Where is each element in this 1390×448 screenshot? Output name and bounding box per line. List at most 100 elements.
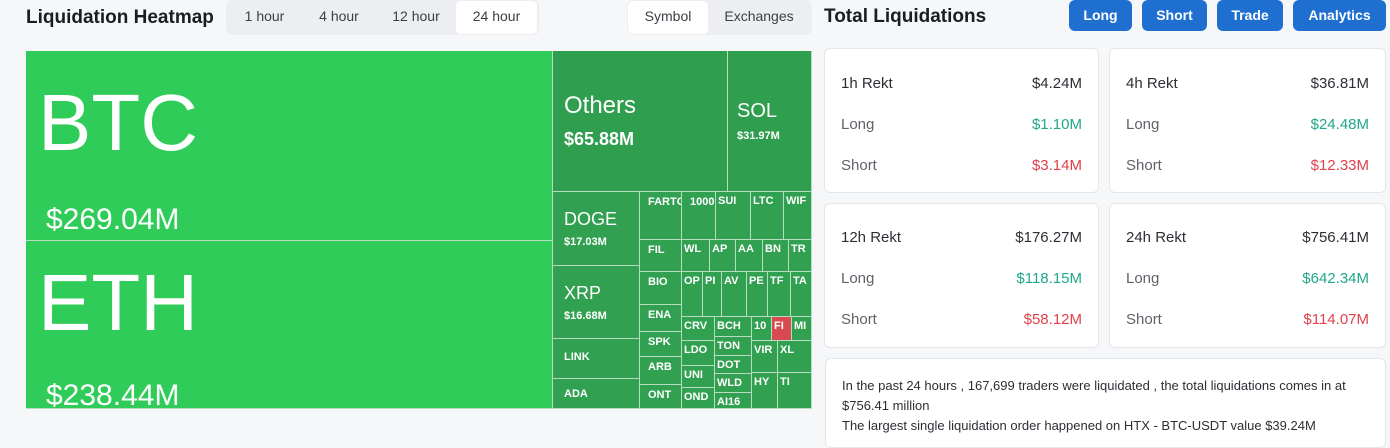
tile-symbol: DOT — [717, 359, 741, 371]
tile-sol[interactable]: SOL $31.97M — [728, 51, 812, 192]
tile-symbol: VIR — [754, 344, 773, 356]
tile-xrp[interactable]: XRP $16.68M — [553, 266, 640, 339]
tile-ton[interactable]: TON — [715, 337, 752, 356]
tile-ont[interactable]: ONT — [640, 385, 682, 409]
tile-xl[interactable]: XL — [778, 341, 812, 373]
tile-fil[interactable]: FIL — [640, 240, 682, 272]
tile-sui[interactable]: SUI — [716, 192, 751, 240]
heatmap-panel: Liquidation Heatmap 1 hour 4 hour 12 hou… — [26, 0, 812, 409]
tile-symbol: ADA — [564, 388, 588, 400]
tab-12-hour[interactable]: 12 hour — [392, 8, 440, 24]
short-label: Short — [1126, 311, 1162, 328]
long-label: Long — [1126, 270, 1160, 287]
tile-symbol: MI — [794, 320, 807, 332]
tile-symbol: UNI — [684, 369, 703, 381]
analytics-button[interactable]: Analytics — [1293, 0, 1386, 31]
tile-tf[interactable]: TF — [768, 272, 791, 317]
tab-24-hour[interactable]: 24 hour — [456, 1, 537, 34]
tab-symbol[interactable]: Symbol — [628, 1, 708, 34]
tile-mi[interactable]: MI — [792, 317, 812, 341]
tile-symbol: BIO — [648, 276, 668, 288]
short-button[interactable]: Short — [1142, 0, 1207, 31]
tile-10[interactable]: 10 — [752, 317, 772, 341]
tab-4-hour[interactable]: 4 hour — [319, 8, 359, 24]
tile-ta[interactable]: TA — [791, 272, 812, 317]
summary-line-2: The largest single liquidation order hap… — [842, 418, 1316, 433]
rekt-card-4h: 4h Rekt $36.81M Long $24.48M Short $12.33M — [1109, 48, 1386, 193]
tile-ai16[interactable]: AI16 — [715, 393, 752, 409]
tile-ena[interactable]: ENA — [640, 305, 682, 332]
tile-ltc[interactable]: LTC — [751, 192, 784, 240]
tile-hy[interactable]: HY — [752, 373, 778, 409]
tile-ldo[interactable]: LDO — [682, 341, 715, 366]
tile-symbol: WIF — [786, 195, 807, 207]
tile-av[interactable]: AV — [722, 272, 747, 317]
tile-ond[interactable]: OND — [682, 388, 715, 409]
tile-1000[interactable]: 1000 — [682, 192, 716, 240]
tile-aa[interactable]: AA — [736, 240, 763, 272]
tab-exchanges[interactable]: Exchanges — [724, 8, 794, 24]
tile-symbol: WLD — [717, 377, 743, 389]
total-liquidations-title: Total Liquidations — [824, 6, 987, 27]
tile-wif[interactable]: WIF — [784, 192, 812, 240]
tile-others[interactable]: Others $65.88M — [553, 51, 728, 192]
tile-spk[interactable]: SPK — [640, 332, 682, 357]
short-label: Short — [841, 311, 877, 328]
tile-btc[interactable]: BTC $269.04M — [26, 51, 553, 241]
short-value: $58.12M — [1023, 311, 1082, 328]
rekt-card-1h: 1h Rekt $4.24M Long $1.10M Short $3.14M — [824, 48, 1099, 193]
tile-symbol: AP — [712, 243, 728, 255]
tile-bch[interactable]: BCH — [715, 317, 752, 337]
tile-wld[interactable]: WLD — [715, 374, 752, 393]
long-label: Long — [1126, 116, 1160, 133]
tile-arb[interactable]: ARB — [640, 357, 682, 385]
tile-symbol: TR — [791, 243, 806, 255]
long-label: Long — [841, 270, 875, 287]
heatmap-title: Liquidation Heatmap — [26, 7, 214, 28]
tile-fartc[interactable]: FARTC — [640, 192, 682, 240]
tile-uni[interactable]: UNI — [682, 366, 715, 388]
rekt-card-24h: 24h Rekt $756.41M Long $642.34M Short $114.… — [1109, 203, 1386, 348]
tile-symbol: PI — [705, 275, 716, 287]
tile-symbol: ONT — [648, 389, 672, 401]
tile-doge[interactable]: DOGE $17.03M — [553, 192, 640, 266]
tile-symbol: BTC — [38, 78, 198, 167]
time-range-tabs: 1 hour 4 hour 12 hour 24 hour — [226, 0, 539, 35]
tile-vir[interactable]: VIR — [752, 341, 778, 373]
tile-eth[interactable]: ETH $238.44M — [26, 241, 553, 409]
tile-value: $65.88M — [564, 129, 635, 149]
liquidation-treemap: BTC $269.04M ETH $238.44M Others $65.88M… — [26, 51, 812, 409]
tile-symbol: SOL — [737, 100, 778, 122]
long-button[interactable]: Long — [1069, 0, 1132, 31]
tile-symbol: FIL — [648, 244, 665, 256]
tile-link[interactable]: LINK — [553, 339, 640, 379]
tile-dot[interactable]: DOT — [715, 356, 752, 374]
tile-crv[interactable]: CRV — [682, 317, 715, 341]
tab-1-hour[interactable]: 1 hour — [244, 8, 285, 24]
long-value: $118.15M — [1016, 270, 1082, 287]
card-label: 1h Rekt — [841, 75, 893, 92]
tile-symbol: FARTC — [648, 196, 682, 208]
tile-ap[interactable]: AP — [710, 240, 736, 272]
summary-line-1: In the past 24 hours , 167,699 traders w… — [842, 378, 1346, 413]
tile-bn[interactable]: BN — [763, 240, 789, 272]
tile-symbol: LINK — [564, 351, 590, 363]
tile-wl[interactable]: WL — [682, 240, 710, 272]
tile-ti[interactable]: TI — [778, 373, 812, 409]
tile-pe[interactable]: PE — [747, 272, 768, 317]
tile-tr[interactable]: TR — [789, 240, 812, 272]
tile-op[interactable]: OP — [682, 272, 703, 317]
tile-fi[interactable]: FI — [772, 317, 792, 341]
card-total: $36.81M — [1310, 75, 1369, 92]
tile-ada[interactable]: ADA — [553, 379, 640, 409]
long-value: $1.10M — [1031, 116, 1082, 133]
card-total: $4.24M — [1031, 75, 1082, 92]
tile-symbol: ARB — [648, 361, 672, 373]
tile-symbol: ENA — [648, 309, 672, 321]
tile-value: $31.97M — [737, 130, 780, 142]
tile-symbol: ETH — [38, 258, 198, 347]
trade-button[interactable]: Trade — [1217, 0, 1283, 31]
tile-pi[interactable]: PI — [703, 272, 722, 317]
tile-bio[interactable]: BIO — [640, 272, 682, 305]
liquidation-summary: In the past 24 hours , 167,699 traders w… — [825, 358, 1386, 448]
